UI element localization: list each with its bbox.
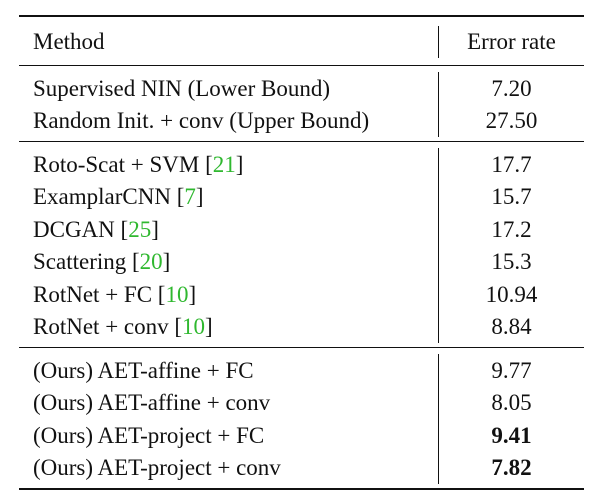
error-rate-cell: 15.3 — [491, 249, 532, 275]
method-name: Supervised NIN (Lower Bound) — [33, 75, 331, 101]
citation-link[interactable]: 25 — [128, 216, 152, 242]
group-separator-rule — [19, 347, 584, 348]
header-error-rate: Error rate — [467, 28, 556, 54]
table-row: RotNet + conv [10] 8.84 — [19, 310, 584, 343]
bottom-rule — [19, 488, 584, 490]
method-cell: RotNet + FC [10] — [19, 283, 438, 306]
error-rate-cell: 17.7 — [491, 151, 532, 177]
citation-bracket-open: [ — [174, 314, 183, 340]
group-separator-rule — [19, 141, 584, 142]
table-row: DCGAN [25] 17.2 — [19, 213, 584, 246]
citation-bracket-open: [ — [205, 151, 213, 177]
method-cell: Scattering [20] — [19, 250, 438, 273]
column-separator — [438, 310, 439, 343]
method-cell: Supervised NIN (Lower Bound) — [19, 77, 438, 100]
citation-link[interactable]: 7 — [184, 184, 196, 210]
method-cell: (Ours) AET-affine + conv — [19, 391, 438, 414]
method-name: (Ours) AET-affine + conv — [33, 390, 271, 416]
citation-bracket-close: ] — [235, 151, 244, 177]
table-row: (Ours) AET-affine + conv 8.05 — [19, 386, 584, 419]
method-name: (Ours) AET-project + conv — [33, 455, 281, 481]
column-separator — [438, 451, 439, 484]
method-name: (Ours) AET-project + FC — [33, 422, 265, 448]
header-rule — [19, 65, 584, 66]
citation-bracket-close: ] — [195, 184, 204, 210]
table-row: RotNet + FC [10] 10.94 — [19, 278, 584, 311]
header-method: Method — [33, 28, 105, 54]
method-name: RotNet + conv — [33, 314, 175, 340]
column-separator — [438, 278, 439, 311]
column-separator — [438, 354, 439, 387]
citation-link[interactable]: 10 — [165, 281, 189, 307]
error-rate-cell: 9.77 — [491, 357, 532, 383]
citation-bracket-close: ] — [151, 216, 159, 242]
column-separator — [438, 213, 439, 246]
column-separator — [438, 26, 439, 58]
citation-link[interactable]: 21 — [212, 151, 236, 177]
method-cell: ExamplarCNN [7] — [19, 185, 438, 208]
method-name: (Ours) AET-affine + FC — [33, 357, 254, 383]
method-cell: Random Init. + conv (Upper Bound) — [19, 109, 438, 132]
row-group: (Ours) AET-affine + FC 9.77 (Ours) AET-aff… — [19, 348, 584, 488]
method-cell: RotNet + conv [10] — [19, 315, 438, 338]
results-table: Method Error rate Supervised NIN (Lower … — [19, 15, 584, 490]
column-separator — [438, 104, 439, 137]
row-group: Supervised NIN (Lower Bound) 7.20 Random I… — [19, 66, 584, 141]
error-rate-cell: 8.84 — [491, 314, 532, 340]
table-header-row: Method Error rate — [19, 17, 584, 65]
error-rate-cell: 9.41 — [491, 422, 532, 448]
method-cell: (Ours) AET-affine + FC — [19, 359, 438, 382]
citation-bracket-close: ] — [162, 249, 171, 275]
row-group: Roto-Scat + SVM [21] 17.7 ExamplarCNN [7] 1… — [19, 142, 584, 347]
column-separator — [438, 386, 439, 419]
table-body: Supervised NIN (Lower Bound) 7.20 Random I… — [19, 66, 584, 488]
citation-bracket-close: ] — [188, 281, 197, 307]
table-row: (Ours) AET-affine + FC 9.77 — [19, 354, 584, 387]
table-row: (Ours) AET-project + FC 9.41 — [19, 419, 584, 452]
table-row: ExamplarCNN [7] 15.7 — [19, 180, 584, 213]
method-name: RotNet + FC — [33, 281, 158, 307]
top-rule — [19, 15, 584, 17]
column-separator — [438, 245, 439, 278]
method-cell: (Ours) AET-project + FC — [19, 424, 438, 447]
citation-bracket-open: [ — [120, 216, 129, 242]
table-row: (Ours) AET-project + conv 7.82 — [19, 451, 584, 484]
citation-link[interactable]: 20 — [139, 249, 163, 275]
error-rate-cell: 10.94 — [485, 281, 538, 307]
error-rate-cell: 8.05 — [491, 390, 532, 416]
method-name: Roto-Scat + SVM — [33, 151, 206, 177]
method-name: ExamplarCNN — [33, 184, 177, 210]
citation-bracket-open: [ — [176, 184, 185, 210]
column-separator — [438, 72, 439, 105]
error-rate-cell: 7.82 — [491, 455, 532, 481]
error-rate-cell: 7.20 — [491, 75, 532, 101]
citation-bracket-open: [ — [157, 281, 166, 307]
table-row: Random Init. + conv (Upper Bound) 27.50 — [19, 104, 584, 137]
table-row: Roto-Scat + SVM [21] 17.7 — [19, 148, 584, 181]
method-name: DCGAN — [33, 216, 121, 242]
method-name: Random Init. + conv (Upper Bound) — [33, 108, 370, 134]
column-separator — [438, 180, 439, 213]
method-name: Scattering — [33, 249, 132, 275]
citation-bracket-close: ] — [205, 314, 213, 340]
citation-link[interactable]: 10 — [182, 314, 206, 340]
error-rate-cell: 15.7 — [491, 184, 532, 210]
method-cell: Roto-Scat + SVM [21] — [19, 153, 438, 176]
table-row: Supervised NIN (Lower Bound) 7.20 — [19, 72, 584, 105]
error-rate-cell: 27.50 — [485, 108, 538, 134]
column-separator — [438, 419, 439, 452]
column-separator — [438, 148, 439, 181]
method-cell: (Ours) AET-project + conv — [19, 456, 438, 479]
citation-bracket-open: [ — [132, 249, 140, 275]
method-cell: DCGAN [25] — [19, 218, 438, 241]
table-row: Scattering [20] 15.3 — [19, 245, 584, 278]
error-rate-cell: 17.2 — [491, 216, 532, 242]
